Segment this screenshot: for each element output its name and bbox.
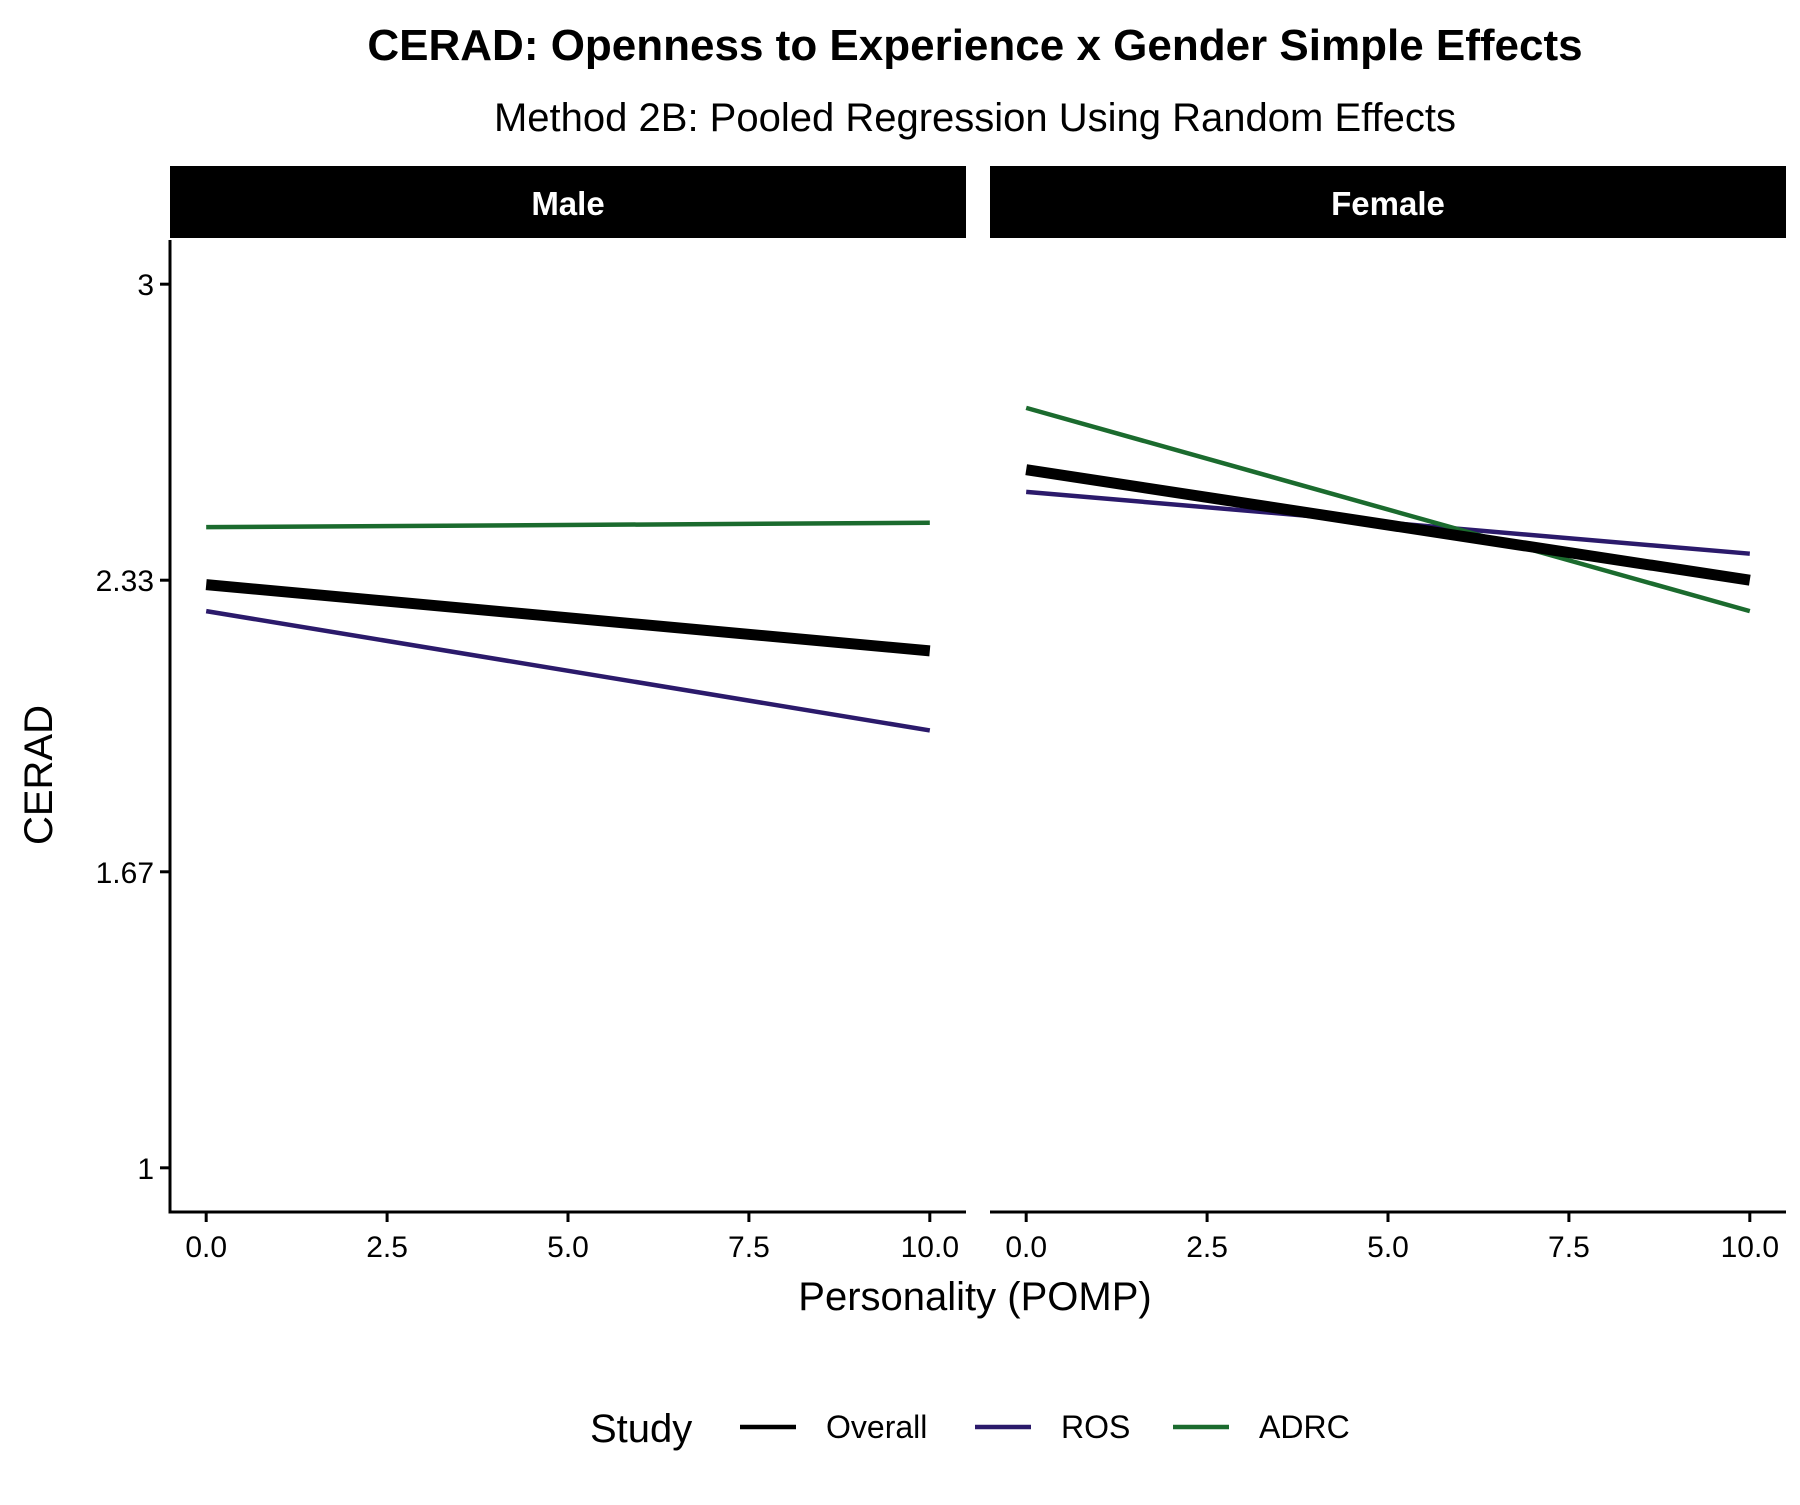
legend-items: Overall ROS ADRC [740,1409,1350,1445]
panels-layer: Male 1 1.67 2.33 3 0.0 2.5 5.0 7.5 10.0 Female 0.0 2… [96,166,1786,1264]
x-tick-label: 2.5 [1186,1231,1228,1264]
x-tick-label: 2.5 [366,1231,408,1264]
legend-label-ros: ROS [1061,1409,1130,1445]
x-tick-label: 5.0 [1367,1231,1409,1264]
x-tick-label: 10.0 [901,1231,959,1264]
chart-title: CERAD: Openness to Experience x Gender S… [367,21,1582,70]
x-tick-label: 0.0 [185,1231,227,1264]
y-tick-label: 1 [137,1153,154,1186]
x-tick-label: 7.5 [1548,1231,1590,1264]
x-tick-label: 7.5 [728,1231,770,1264]
legend-label-overall: Overall [826,1409,927,1445]
series-line-overall [1025,464,1751,586]
y-tick-label: 3 [137,269,154,302]
y-axis-label: CERAD [17,705,61,845]
panel-female: Female 0.0 2.5 5.0 7.5 10.0 [990,166,1786,1264]
panel-strip [990,166,1786,238]
legend-title: Study [590,1407,692,1451]
chart-subtitle: Method 2B: Pooled Regression Using Rando… [494,96,1456,140]
x-tick-label: 0.0 [1005,1231,1047,1264]
legend: Study Overall ROS ADRC [590,1407,1350,1451]
panel-strip-label: Male [531,185,604,222]
panel-strip [170,166,966,238]
series-line-overall [205,579,931,657]
series-line-adrc [1025,405,1751,614]
panel-strip-label: Female [1331,185,1445,222]
y-tick-label: 2.33 [96,565,154,598]
x-axis-label: Personality (POMP) [798,1275,1151,1319]
panel-male: Male 1 1.67 2.33 3 0.0 2.5 5.0 7.5 10.0 [96,166,966,1264]
legend-label-adrc: ADRC [1259,1409,1350,1445]
x-tick-label: 5.0 [547,1231,589,1264]
y-tick-label: 1.67 [96,857,154,890]
x-tick-label: 10.0 [1721,1231,1779,1264]
series-line-adrc [206,520,930,530]
series-line-ros [205,608,931,733]
